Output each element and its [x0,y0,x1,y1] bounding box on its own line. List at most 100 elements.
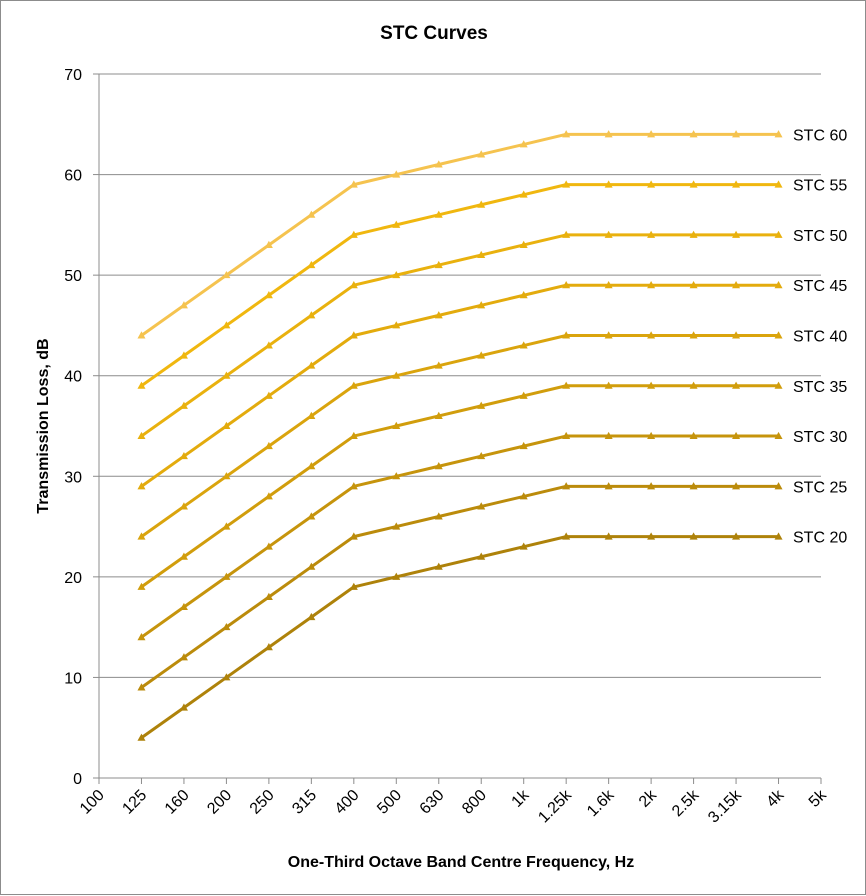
axes [93,73,822,784]
marker-stc-30 [392,472,401,480]
marker-stc-45 [392,321,401,329]
series-stc-45 [137,281,783,490]
marker-stc-45 [434,311,443,319]
x-tick-labels: 100 125 160 200 250 315 400 500 630 800 1k 1.25k 1.6… [77,786,831,826]
marker-stc-25 [264,592,273,600]
marker-stc-40 [604,331,613,339]
marker-stc-30 [179,602,188,611]
marker-stc-30 [647,431,656,440]
marker-stc-20 [604,532,613,540]
x-tick-label: 2.5k [669,786,703,820]
marker-stc-35 [477,401,486,409]
marker-stc-55 [562,180,571,188]
marker-stc-35 [774,381,783,389]
marker-stc-55 [519,190,528,198]
series-stc-30 [137,431,783,641]
y-tick-label: 60 [64,168,82,185]
marker-stc-60 [774,130,783,138]
marker-stc-35 [562,381,571,389]
marker-stc-40 [392,371,401,379]
marker-stc-30 [562,431,571,440]
marker-stc-55 [774,180,783,188]
series-label-stc-60: STC 60 [793,127,847,144]
marker-stc-60 [179,301,188,309]
marker-stc-50 [434,260,443,269]
marker-stc-40 [179,502,188,510]
marker-stc-50 [349,281,358,289]
series-lines [137,130,783,741]
marker-stc-20 [647,532,656,540]
marker-stc-60 [562,130,571,138]
marker-stc-25 [137,683,146,691]
x-tick-label: 100 [77,787,108,818]
series-labels: STC 60 STC 55 STC 50 STC 45 STC 40 STC 35 STC … [793,127,847,546]
marker-stc-45 [264,391,273,399]
marker-stc-45 [689,281,698,289]
x-tick-label: 3.15k [705,786,745,826]
marker-stc-50 [519,240,528,248]
x-tick-label: 160 [162,787,193,818]
y-axis-title: Transmission Loss, dB [35,338,52,513]
marker-stc-35 [647,381,656,389]
marker-stc-45 [774,281,783,289]
marker-stc-35 [137,582,146,590]
marker-stc-30 [689,431,698,440]
series-label-stc-40: STC 40 [793,328,847,345]
marker-stc-35 [307,462,316,470]
x-tick-label: 125 [119,787,150,818]
marker-stc-40 [732,331,741,339]
marker-stc-60 [477,150,486,158]
marker-stc-50 [689,230,698,238]
marker-stc-55 [732,180,741,188]
marker-stc-45 [732,281,741,289]
marker-stc-50 [562,230,571,238]
series-label-stc-25: STC 25 [793,479,847,496]
marker-stc-25 [689,482,698,490]
marker-stc-45 [349,331,358,339]
marker-stc-40 [307,411,316,419]
marker-stc-45 [519,291,528,299]
line-stc-45 [140,283,779,488]
series-stc-35 [137,381,783,590]
marker-stc-20 [179,703,188,711]
marker-stc-60 [392,170,401,178]
y-tick-label: 70 [64,67,82,84]
line-stc-40 [140,333,779,538]
marker-stc-20 [774,532,783,540]
marker-stc-45 [562,281,571,289]
marker-stc-20 [434,562,443,570]
marker-stc-20 [222,673,231,681]
marker-stc-20 [732,532,741,540]
marker-stc-40 [774,331,783,339]
marker-stc-25 [392,522,401,530]
marker-stc-35 [179,552,188,560]
line-stc-25 [140,484,779,689]
marker-stc-30 [604,431,613,440]
marker-stc-20 [477,552,486,560]
series-label-stc-50: STC 50 [793,228,847,245]
marker-stc-55 [349,230,358,238]
series-label-stc-30: STC 30 [793,429,847,446]
marker-stc-60 [732,130,741,138]
marker-stc-50 [392,270,401,279]
marker-stc-55 [222,321,231,329]
marker-stc-20 [349,582,358,590]
x-tick-label: 1.6k [584,786,618,820]
marker-stc-35 [519,391,528,399]
marker-stc-25 [222,622,231,631]
marker-stc-60 [519,140,528,148]
marker-stc-40 [434,361,443,369]
marker-stc-30 [732,431,741,440]
marker-stc-45 [222,421,231,429]
marker-stc-55 [392,220,401,228]
marker-stc-50 [477,250,486,259]
x-tick-label: 500 [374,787,405,818]
marker-stc-25 [604,482,613,490]
marker-stc-20 [562,532,571,540]
marker-stc-50 [307,311,316,319]
marker-stc-25 [179,653,188,661]
marker-stc-25 [562,482,571,490]
y-tick-label: 20 [64,570,82,587]
marker-stc-55 [647,180,656,188]
